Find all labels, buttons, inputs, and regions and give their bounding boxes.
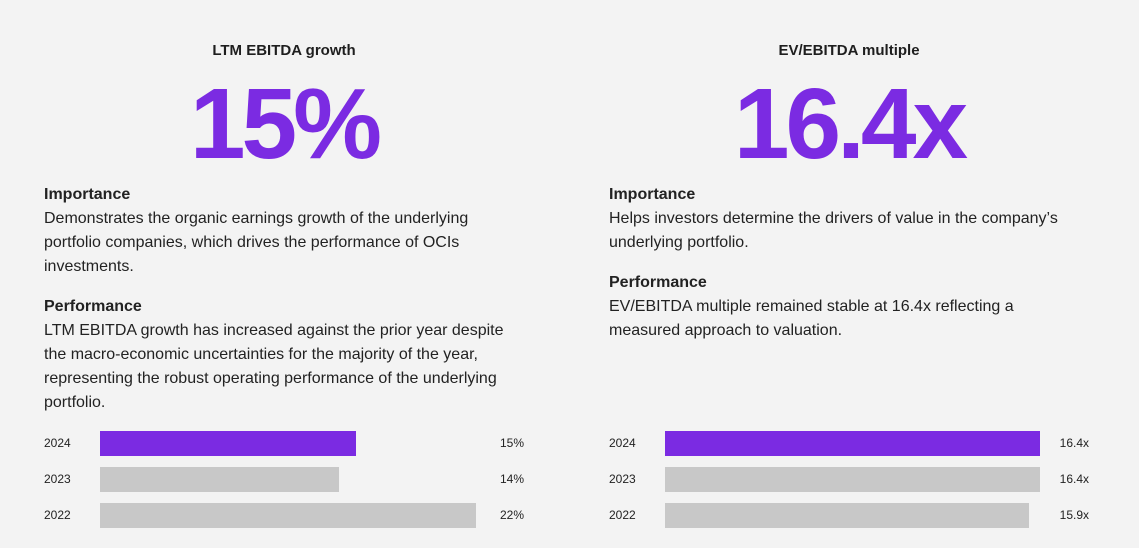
performance-section: Performance LTM EBITDA growth has increa… — [44, 295, 524, 415]
bar-row: 2022 15.9x — [609, 502, 1089, 538]
bar-row: 2024 15% — [44, 430, 524, 466]
performance-text: LTM EBITDA growth has increased against … — [44, 322, 504, 411]
bar-2022 — [100, 503, 476, 528]
bar-value-label: 14% — [499, 472, 524, 486]
performance-section: Performance EV/EBITDA multiple remained … — [609, 271, 1089, 343]
importance-heading: Importance — [609, 186, 696, 203]
bar-category-label: 2023 — [44, 472, 71, 486]
bar-category-label: 2024 — [44, 436, 71, 450]
bar-category-label: 2022 — [44, 508, 71, 522]
bar-category-label: 2022 — [609, 508, 636, 522]
bar-2024 — [100, 431, 357, 456]
bar-2022 — [665, 503, 1029, 528]
bar-value-label: 15% — [499, 436, 524, 450]
bar-row: 2022 22% — [44, 502, 524, 538]
bar-track — [100, 503, 476, 528]
importance-text: Helps investors determine the drivers of… — [609, 210, 1058, 251]
performance-heading: Performance — [609, 274, 707, 291]
bar-category-label: 2023 — [609, 472, 636, 486]
growth-bar-chart: 2024 15% 2023 14% 2022 22% — [44, 430, 524, 538]
bar-value-label: 22% — [499, 508, 524, 522]
kpi-title: EV/EBITDA multiple — [778, 42, 920, 59]
bar-track — [665, 431, 1040, 456]
bar-value-label: 16.4x — [1059, 436, 1089, 450]
importance-text: Demonstrates the organic earnings growth… — [44, 210, 469, 275]
bar-category-label: 2024 — [609, 436, 636, 450]
bar-row: 2024 16.4x — [609, 430, 1089, 466]
bar-2024 — [665, 431, 1040, 456]
multiple-bar-chart: 2024 16.4x 2023 16.4x 2022 15.9x — [609, 430, 1089, 538]
kpi-title: LTM EBITDA growth — [212, 42, 356, 59]
kpi-value: 16.4x — [733, 68, 968, 180]
performance-heading: Performance — [44, 298, 142, 315]
kpi-value: 15% — [189, 68, 382, 180]
bar-value-label: 15.9x — [1059, 508, 1089, 522]
importance-section: Importance Helps investors determine the… — [609, 183, 1089, 255]
bar-row: 2023 14% — [44, 466, 524, 502]
ltm-ebitda-panel: LTM EBITDA growth 15% Importance Demonst… — [44, 0, 564, 548]
bar-track — [100, 431, 357, 456]
bar-row: 2023 16.4x — [609, 466, 1089, 502]
bar-2023 — [100, 467, 340, 492]
bar-track — [665, 503, 1029, 528]
bar-2023 — [665, 467, 1040, 492]
bar-track — [100, 467, 340, 492]
ev-ebitda-panel: EV/EBITDA multiple 16.4x Importance Help… — [609, 0, 1129, 548]
performance-text: EV/EBITDA multiple remained stable at 16… — [609, 298, 1014, 339]
importance-heading: Importance — [44, 186, 131, 203]
bar-value-label: 16.4x — [1059, 472, 1089, 486]
bar-track — [665, 467, 1040, 492]
importance-section: Importance Demonstrates the organic earn… — [44, 183, 524, 279]
